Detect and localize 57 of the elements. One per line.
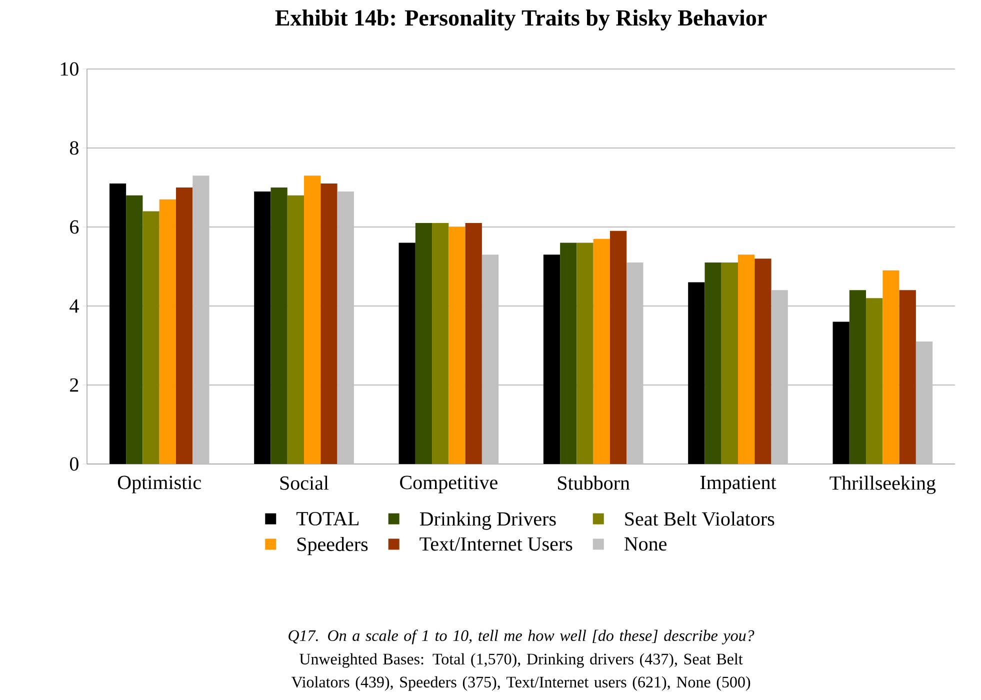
bar [254, 191, 271, 464]
bar [754, 258, 772, 464]
bar [270, 187, 288, 464]
bar [337, 191, 354, 464]
legend-label: TOTAL [296, 512, 359, 526]
legend-label: Drinking Drivers [420, 512, 556, 530]
bar [849, 290, 866, 464]
bar [398, 242, 416, 464]
y-tick-label: 2 [70, 378, 78, 392]
bar [192, 176, 210, 464]
bar [738, 254, 755, 464]
bar [560, 242, 577, 464]
y-tick-label: 4 [70, 299, 79, 313]
bar [287, 195, 304, 464]
bar [482, 254, 499, 464]
bar [448, 226, 466, 464]
bar [610, 230, 627, 464]
text: Q17. On a scale of 1 to 10, tell me how well [do these] describe you? [288, 630, 754, 644]
bar [159, 199, 176, 464]
bar [721, 262, 738, 464]
bar [576, 242, 594, 464]
bar [899, 290, 916, 464]
bar [320, 184, 338, 464]
y-tick-label: 6 [70, 220, 79, 234]
x-tick-label: Stubborn [558, 476, 630, 490]
x-tick-label: Impatient [700, 476, 776, 494]
legend-label: Text/Internet Users [420, 537, 572, 551]
x-tick-label: Thrillseeking [830, 476, 936, 494]
bar [304, 176, 321, 464]
text: Unweighted Bases: Total (1,570), Drinking drivers (437), Seat Belt Violators (439), Speeders (375), Text/Internet users (621), None (500) [291, 653, 750, 691]
bar [109, 184, 126, 464]
legend-label: Seat Belt Violators [625, 512, 774, 526]
bar [126, 195, 143, 464]
chart-title: Exhibit 14b: Personality Traits by Risky Behavior [275, 10, 767, 30]
y-tick-label: 0 [70, 457, 78, 471]
bar [543, 254, 560, 464]
bar [176, 187, 193, 464]
bar [465, 223, 482, 464]
bar [882, 270, 900, 464]
bar [704, 262, 722, 464]
y-tick-label: 10 [60, 62, 78, 76]
bar [916, 342, 933, 464]
bar [771, 290, 788, 464]
legend-label: None [624, 537, 666, 551]
x-tick-label: Competitive [400, 476, 498, 494]
bar [432, 223, 449, 464]
bar [593, 238, 610, 464]
x-tick-label: Optimistic [118, 476, 201, 494]
bar [688, 282, 705, 464]
legend-label: Speeders [297, 537, 368, 556]
y-tick-label: 8 [70, 141, 78, 155]
bar [415, 223, 432, 464]
bar [626, 262, 644, 464]
bar [866, 298, 883, 464]
bar [832, 322, 850, 464]
bar [142, 211, 160, 464]
x-tick-label: Social [280, 476, 329, 490]
